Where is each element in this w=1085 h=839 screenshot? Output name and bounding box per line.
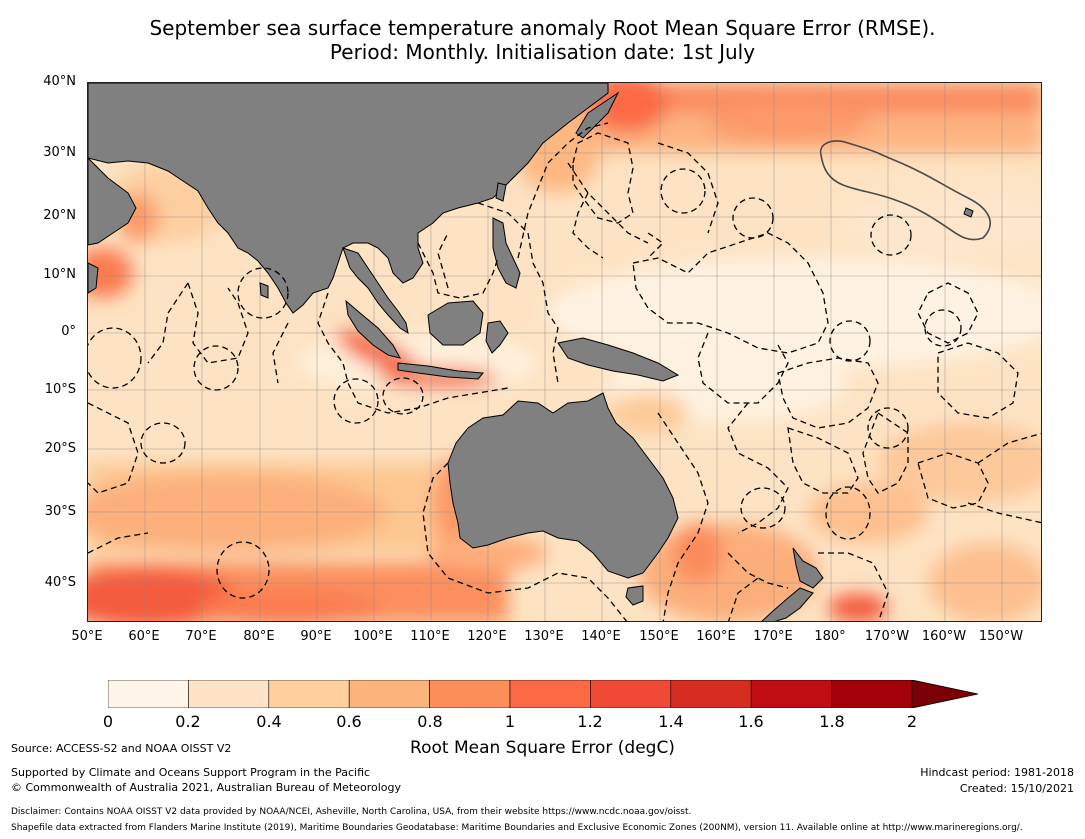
sri-lanka-island [259,282,269,299]
lon-tick: 180° [814,629,846,644]
map-canvas [88,83,1041,621]
new-zealand-north [792,547,824,589]
lon-tick: 150°W [978,629,1024,644]
new-zealand-south [761,587,814,621]
colorbar-label: Root Mean Square Error (degC) [410,738,675,758]
title-line-2: Period: Monthly. Initialisation date: 1s… [329,40,756,64]
philippines-islands [492,217,521,289]
tasmania-island [625,585,644,606]
colorbar-tick: 0 [102,712,114,731]
colorbar-tick: 0.6 [336,712,362,731]
colorbar-cell [670,680,752,708]
colorbar-tick: 2 [906,712,918,731]
hindcast-text: Hindcast period: 1981-2018 [920,766,1074,779]
lat-tick: 10°S [44,382,76,397]
colorbar-cell [750,680,832,708]
lon-tick: 80°E [243,629,275,644]
colorbar-cell [108,680,189,708]
africa-horn [88,262,99,294]
colorbar-cell [188,680,270,708]
japan-island [575,91,620,139]
borneo-island [427,300,484,346]
lon-tick: 130°E [524,629,564,644]
figure-title: September sea surface temperature anomal… [0,16,1085,64]
lat-tick: 10°N [43,267,76,282]
lon-tick: 170°E [753,629,793,644]
colorbar-tick: 1 [504,712,516,731]
colorbar-cell [429,680,511,708]
lon-tick: 120°E [467,629,507,644]
lat-tick: 20°N [43,208,76,223]
lon-tick: 60°E [128,629,160,644]
lon-tick: 50°E [71,629,103,644]
shapefile-text: Shapefile data extracted from Flanders M… [11,823,1023,833]
lon-tick: 170°W [864,629,910,644]
title-line-1: September sea surface temperature anomal… [149,16,936,40]
rmse-map [87,82,1042,622]
created-text: Created: 15/10/2021 [959,782,1074,795]
lon-tick: 160°E [696,629,736,644]
eez-boundaries [88,122,1041,621]
colorbar-cell [348,680,430,708]
colorbar-cell [268,680,350,708]
colorbar-tick: 1.4 [658,712,684,731]
colorbar-tick: 1.2 [577,712,603,731]
lat-tick: 40°S [44,575,76,590]
colorbar [108,680,978,708]
lon-tick: 160°W [921,629,967,644]
sulawesi-island [485,320,509,354]
colorbar-cell [590,680,672,708]
lon-tick: 150°E [639,629,679,644]
new-guinea-island [557,337,680,382]
lat-tick: 30°S [44,504,76,519]
colorbar-tick: 0.4 [256,712,282,731]
taiwan-island [495,182,507,202]
arabia-landmass [88,157,137,246]
supported-text: Supported by Climate and Oceans Support … [11,766,371,779]
lat-tick: 0° [61,324,76,339]
colorbar-tick: 0.2 [175,712,201,731]
disclaimer-text: Disclaimer: Contains NOAA OISST V2 data … [11,807,692,817]
lon-tick: 100°E [353,629,393,644]
lat-tick: 40°N [43,74,76,89]
australia-landmass [447,392,679,579]
colorbar-tick: 0.8 [417,712,443,731]
lat-tick: 20°S [44,441,76,456]
colorbar-cell [831,680,913,708]
land [88,83,974,621]
colorbar-cell [509,680,591,708]
lat-tick: 30°N [43,145,76,160]
colorbar-tick: 1.6 [738,712,764,731]
sumatra-island [345,299,401,359]
copyright-text: © Commonwealth of Australia 2021, Austra… [11,781,401,794]
lon-tick: 110°E [410,629,450,644]
lon-tick: 70°E [185,629,217,644]
hawaii-contour [819,140,991,241]
lon-tick: 90°E [300,629,332,644]
indochina-peninsula [342,247,409,335]
source-text: Source: ACCESS-S2 and NOAA OISST V2 [11,742,232,755]
colorbar-tick: 1.8 [819,712,845,731]
hawaii-islands [963,207,974,218]
lon-tick: 140°E [581,629,621,644]
java-island [397,362,485,380]
colorbar-extend-arrow [911,680,978,708]
